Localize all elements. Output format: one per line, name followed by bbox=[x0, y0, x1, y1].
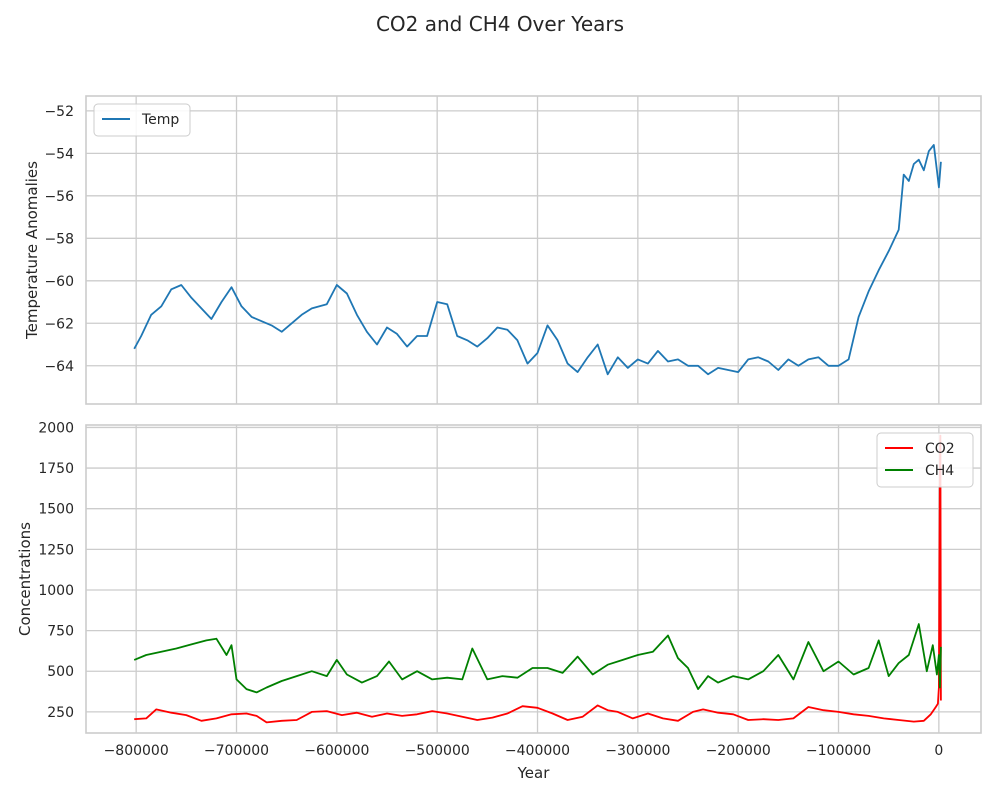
temperature-legend: Temp bbox=[93, 103, 191, 137]
series-line-ch4 bbox=[133, 623, 942, 694]
x-tick-label: −800000 bbox=[104, 743, 169, 759]
legend-box bbox=[876, 432, 974, 488]
temperature-plot-area bbox=[133, 143, 942, 376]
temperature-plot-frame bbox=[85, 95, 982, 405]
x-tick-label: −700000 bbox=[204, 743, 269, 759]
x-tick-label: −200000 bbox=[706, 743, 771, 759]
temperature-y-axis-label: Temperature Anomalies bbox=[23, 161, 41, 340]
y-tick-label: 1500 bbox=[38, 502, 74, 518]
concentrations-y-ticks: 250 500 750 1000 1250 1500 1750 2000 bbox=[38, 420, 74, 720]
y-tick-label: −58 bbox=[44, 231, 74, 247]
x-tick-label: −600000 bbox=[304, 743, 369, 759]
y-tick-label: −62 bbox=[44, 316, 74, 332]
legend-box bbox=[93, 103, 191, 137]
y-tick-label: −52 bbox=[44, 104, 74, 120]
concentrations-plot-frame bbox=[85, 424, 982, 734]
x-tick-label: 0 bbox=[934, 743, 943, 759]
x-tick-label: −100000 bbox=[806, 743, 871, 759]
y-tick-label: −64 bbox=[44, 359, 74, 375]
figure-title: CO2 and CH4 Over Years bbox=[376, 12, 624, 36]
concentrations-x-axis-label: Year bbox=[517, 764, 551, 782]
y-tick-label: 2000 bbox=[38, 420, 74, 436]
y-tick-label: 1000 bbox=[38, 583, 74, 599]
y-tick-label: −60 bbox=[44, 274, 74, 290]
legend-label-co2: CO2 bbox=[925, 441, 955, 457]
y-tick-label: 1750 bbox=[38, 461, 74, 477]
temperature-y-ticks: −64 −62 −60 −58 −56 −54 −52 bbox=[44, 104, 74, 375]
temperature-panel: −64 −62 −60 −58 −56 −54 −52 Temperature Anomal… bbox=[23, 95, 982, 405]
x-tick-label: −500000 bbox=[405, 743, 470, 759]
concentrations-y-axis-label: Concentrations bbox=[16, 522, 34, 636]
y-tick-label: 250 bbox=[47, 705, 74, 721]
x-tick-label: −400000 bbox=[505, 743, 570, 759]
legend-label-ch4: CH4 bbox=[925, 463, 954, 479]
x-tick-label: −300000 bbox=[605, 743, 670, 759]
y-tick-label: 750 bbox=[47, 624, 74, 640]
y-tick-label: −56 bbox=[44, 189, 74, 205]
y-tick-label: −54 bbox=[44, 146, 74, 162]
concentrations-grid bbox=[86, 425, 981, 733]
concentrations-panel: 250 500 750 1000 1250 1500 1750 2000 −800000 −70… bbox=[16, 420, 982, 782]
series-line-co2 bbox=[134, 434, 942, 724]
concentrations-x-ticks: −800000 −700000 −600000 −500000 −400000 −3000… bbox=[104, 743, 944, 759]
concentrations-plot-area bbox=[133, 434, 942, 724]
y-tick-label: 500 bbox=[47, 664, 74, 680]
series-line-temp bbox=[133, 143, 942, 376]
legend-label-temp: Temp bbox=[141, 112, 179, 128]
y-tick-label: 1250 bbox=[38, 542, 74, 558]
